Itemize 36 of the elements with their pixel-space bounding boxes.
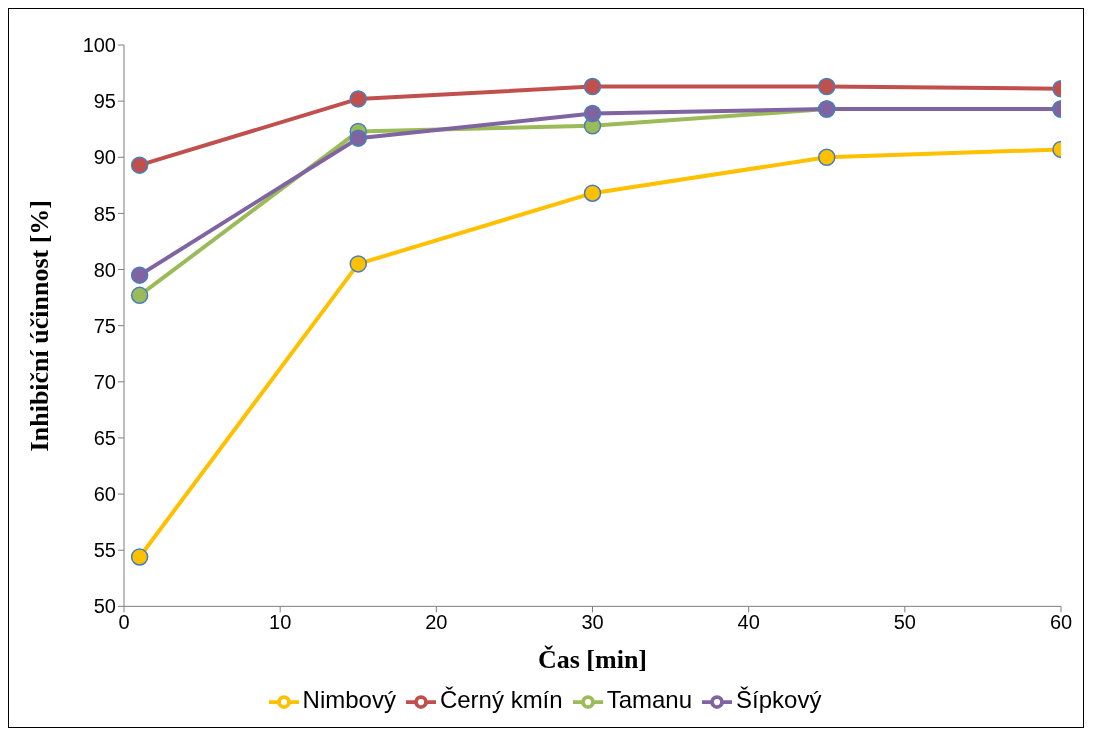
x-tick-label: 30 <box>581 610 604 633</box>
y-tick-label: 55 <box>93 539 116 562</box>
x-tick-label: 0 <box>118 610 130 633</box>
point <box>349 255 367 273</box>
x-tick-label: 50 <box>893 610 916 633</box>
x-tick-label: 40 <box>737 610 760 633</box>
y-tick-label: 70 <box>93 370 116 393</box>
x-tick-label: 60 <box>1049 610 1073 633</box>
legend-label: Černý kmín <box>439 686 563 714</box>
point <box>130 548 149 566</box>
y-axis-title: Inhibiční účinnost [%] <box>25 199 55 452</box>
y-tick-label: 50 <box>93 595 116 618</box>
point <box>130 156 149 174</box>
y-tick-label: 100 <box>82 34 116 57</box>
point <box>818 148 836 167</box>
y-tick-label: 65 <box>93 427 116 450</box>
legend-label: Šípkový <box>736 686 822 714</box>
point <box>818 77 836 96</box>
y-tick-label: 90 <box>93 146 116 169</box>
point <box>349 129 367 147</box>
legend-label: Nimbový <box>302 686 396 714</box>
point <box>583 184 602 202</box>
point <box>583 104 602 123</box>
point <box>130 266 149 284</box>
x-axis-title: Čas [min] <box>537 645 648 675</box>
y-tick-label: 95 <box>93 90 116 113</box>
legend-label: Tamanu <box>606 686 693 714</box>
x-tick-label: 10 <box>269 610 292 633</box>
x-tick-label: 20 <box>425 610 448 633</box>
point <box>130 286 149 305</box>
point <box>349 90 367 108</box>
point <box>583 77 602 96</box>
y-tick-label: 75 <box>93 314 116 337</box>
y-tick-label: 60 <box>93 483 116 506</box>
y-tick-label: 80 <box>93 258 116 281</box>
y-tick-label: 85 <box>93 202 116 225</box>
